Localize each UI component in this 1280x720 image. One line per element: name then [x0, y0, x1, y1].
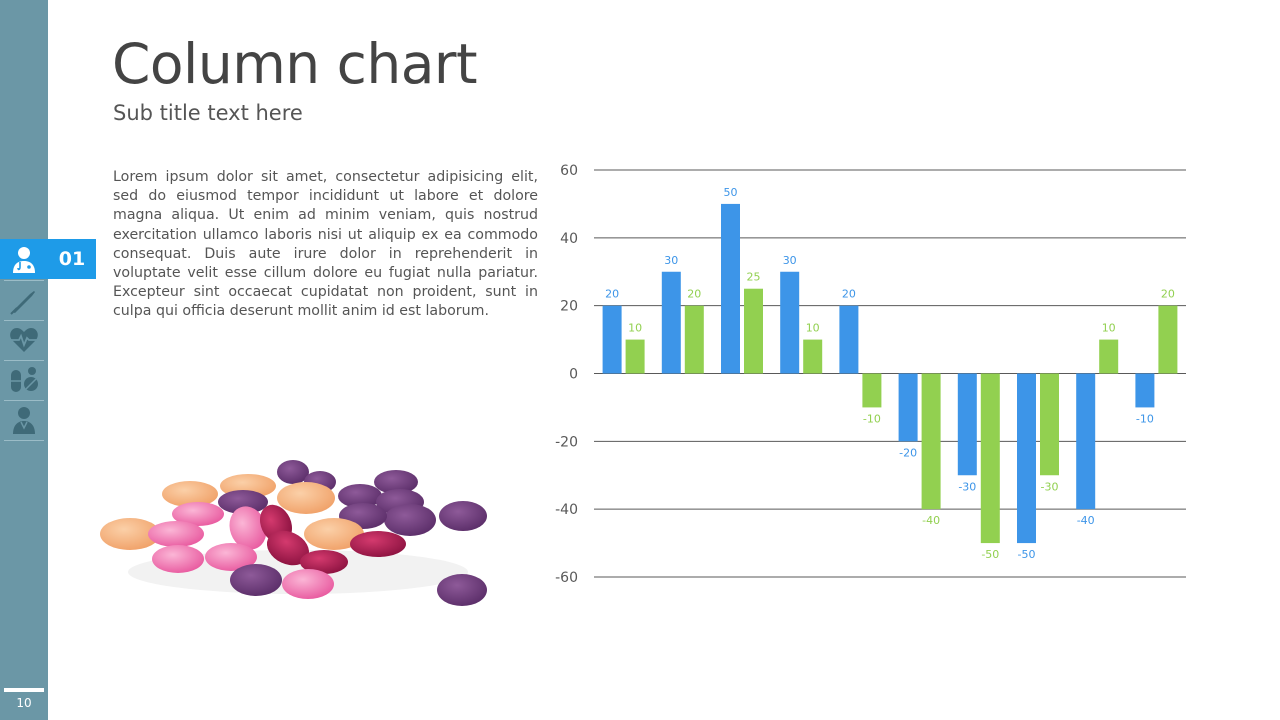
data-label: 30 [783, 254, 797, 267]
data-label: 10 [806, 322, 820, 335]
column-chart: 60 40 20 0 -20 -40 -60 20 30 50 30 20 -20 -30 -50 -40 -1… [555, 163, 1186, 586]
data-label: 10 [1102, 322, 1116, 335]
sidebar-divider [4, 440, 44, 441]
bar-series2-5 [862, 373, 882, 408]
doctor-icon [13, 247, 35, 273]
bar-series2-1 [625, 339, 645, 374]
scalpel-icon[interactable] [8, 285, 40, 317]
bar-series1-4 [780, 271, 800, 374]
bar-series2-2 [684, 305, 704, 374]
bar-series1-10 [1135, 373, 1155, 408]
sidebar-tab-active[interactable]: 01 [0, 239, 96, 279]
bar-series1-1 [602, 305, 622, 374]
sidebar-divider [4, 280, 44, 281]
pills-photo [100, 460, 487, 606]
bar-series2-7 [980, 373, 1000, 544]
data-label: 30 [664, 254, 678, 267]
data-label: 20 [605, 288, 619, 301]
body-paragraph: Lorem ipsum dolor sit amet, consectetur … [113, 169, 538, 320]
data-label: -40 [1077, 514, 1095, 527]
bar-series2-4 [803, 339, 823, 374]
data-label: -10 [1136, 412, 1154, 425]
data-label: 20 [1161, 288, 1175, 301]
data-label: 20 [687, 288, 701, 301]
y-tick-label: 40 [560, 231, 578, 247]
sidebar-divider [4, 320, 44, 321]
sidebar-divider [4, 360, 44, 361]
data-label: 10 [628, 322, 642, 335]
y-tick-label: -60 [555, 570, 578, 586]
data-label: 50 [724, 186, 738, 199]
y-tick-label: -20 [555, 434, 578, 450]
bar-series1-8 [1017, 373, 1036, 544]
data-label: -40 [922, 514, 940, 527]
data-label: -30 [1041, 480, 1059, 493]
heart-pulse-icon[interactable] [8, 324, 40, 356]
data-label: -50 [1018, 548, 1036, 561]
data-label: -20 [899, 446, 917, 459]
data-label: -30 [958, 480, 976, 493]
data-label: -10 [863, 412, 881, 425]
bar-series1-6 [898, 373, 918, 442]
bar-series1-9 [1076, 373, 1096, 510]
y-tick-label: 0 [569, 367, 578, 383]
pills-icon[interactable] [8, 364, 40, 396]
page-number: 10 [16, 696, 32, 710]
y-tick-label: -40 [555, 502, 578, 518]
bar-series1-7 [957, 373, 977, 476]
bar-series2-6 [921, 373, 941, 510]
slide-subtitle: Sub title text here [113, 101, 303, 125]
bar-series1-3 [721, 203, 740, 374]
sidebar-divider [4, 400, 44, 401]
bar-series2-9 [1099, 339, 1119, 374]
bar-series2-10 [1158, 305, 1178, 374]
bar-series2-8 [1040, 373, 1059, 476]
slide-title: Column chart [112, 32, 478, 96]
y-tick-label: 20 [560, 299, 578, 315]
y-tick-label: 60 [560, 163, 578, 179]
physician-icon[interactable] [8, 404, 40, 436]
bar-series1-5 [839, 305, 859, 374]
data-label: 20 [842, 288, 856, 301]
tab-number: 01 [58, 248, 86, 270]
page-indicator-bar [4, 688, 44, 692]
bar-series1-2 [661, 271, 681, 374]
data-label: 25 [747, 271, 761, 284]
data-label: -50 [981, 548, 999, 561]
bar-series2-3 [744, 288, 763, 374]
